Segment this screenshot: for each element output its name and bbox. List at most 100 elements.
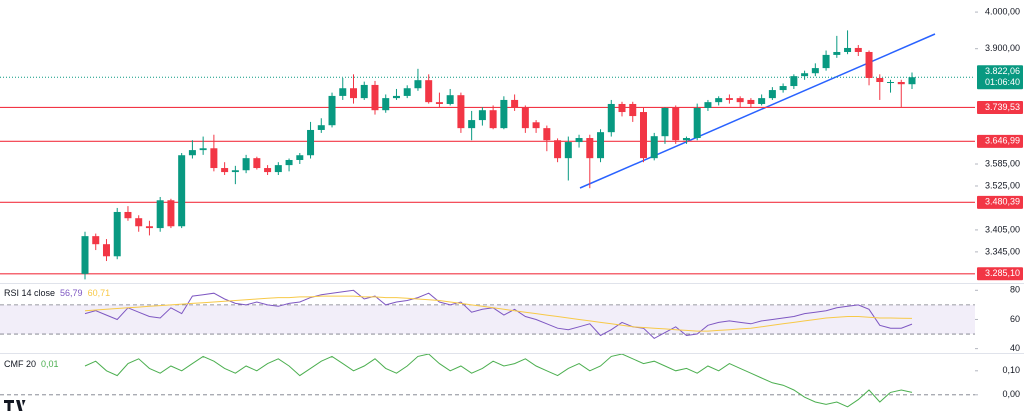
countdown-label: 01:06:40 [985,77,1020,87]
candle-body [833,51,841,55]
y-tick-label: 3.405,00 [985,224,1020,234]
trend-line [579,33,936,189]
candle-body [693,108,701,139]
candle-body [736,98,744,103]
last-price-box [977,65,1023,90]
candle-body [188,150,196,156]
indicator-title-text: RSI 14 close [4,288,55,298]
indicator-line [84,354,913,408]
candle-body [779,86,787,91]
y-tick-label: 40 [1010,343,1020,353]
level-label-box [977,267,1023,281]
candle-body [156,200,164,229]
level-label-box [977,100,1023,114]
indicator-value: 56,79 [60,288,83,298]
candle-body [360,84,368,99]
candle-body [145,226,153,229]
candle-body [221,168,229,173]
indicator-title: RSI 14 close 56,79 60,71 [4,288,110,298]
candle-body [199,148,207,151]
candle-body [822,54,830,69]
candle-body [403,88,411,96]
candle-body [274,165,282,173]
candle-body [392,95,400,99]
y-tick-label: 4.000,00 [985,6,1020,16]
candle-body [747,99,755,104]
candle-body [661,108,669,137]
candle-body [715,98,723,103]
candle-body [102,244,110,257]
candle-body [865,51,873,78]
candle-body [210,148,218,169]
level-label-box [977,134,1023,148]
candle-body [285,159,293,166]
candle-body [382,98,390,111]
last-price-label: 3.822,06 [985,66,1020,76]
candle-body [854,47,862,52]
level-label: 3.285,10 [985,268,1020,278]
candle-body [607,103,615,133]
candle-body [178,155,186,227]
candle-body [887,82,895,84]
level-label: 3.739,53 [985,102,1020,112]
y-tick-label: 3.585,00 [985,158,1020,168]
candle-body [876,77,884,83]
candle-body [500,99,508,129]
level-label: 3.646,99 [985,136,1020,146]
candle-body [575,138,583,143]
candle-body [425,80,433,103]
candle-body [307,129,315,156]
candle-body [339,88,347,96]
indicator-title-text: CMF 20 [4,359,36,369]
candle-body [92,236,100,245]
candle-body [897,82,905,85]
y-tick-label: 3.900,00 [985,43,1020,53]
candle-body [618,103,626,113]
y-tick-label: 3.525,00 [985,180,1020,190]
candle-body [844,47,852,52]
indicator-line [84,289,913,340]
candle-body [328,95,336,126]
candle-body [446,95,454,104]
indicator-title: CMF 20 0,01 [4,359,59,369]
candle-body [167,200,175,227]
level-label-box [977,195,1023,209]
candle-body [296,155,304,160]
candle-body [435,102,443,104]
candle-body [650,136,658,159]
candle-body [489,110,497,129]
level-label: 3.480,39 [985,197,1020,207]
candle-body [242,158,250,171]
y-tick-label: 60 [1010,314,1020,324]
candle-body [468,120,476,129]
candle-body [801,73,809,77]
candle-body [597,132,605,159]
candle-body [350,88,358,99]
indicator-value: 0,01 [41,359,59,369]
candle-body [908,77,916,85]
candle-body [478,110,486,121]
y-tick-label: 80 [1010,285,1020,295]
candle-body [81,236,89,274]
candle-body [586,138,594,159]
indicator-line [84,295,913,332]
candle-body [790,76,798,87]
y-tick-label: 0,00 [1002,389,1020,399]
candle-body [135,218,143,227]
y-tick-label: 3.345,00 [985,246,1020,256]
candle-body [511,99,519,109]
logo [4,400,26,411]
candle-body [725,98,733,100]
indicator-value: 60,71 [88,288,111,298]
candle-body [317,125,325,130]
candle-body [113,211,121,257]
candle-body [758,98,766,104]
candle-body [371,84,379,111]
candle-body [629,103,637,117]
y-tick-label: 0,10 [1002,365,1020,375]
candle-body [264,168,272,173]
candle-body [811,68,819,74]
candle-body [768,90,776,99]
candle-body [124,211,132,219]
